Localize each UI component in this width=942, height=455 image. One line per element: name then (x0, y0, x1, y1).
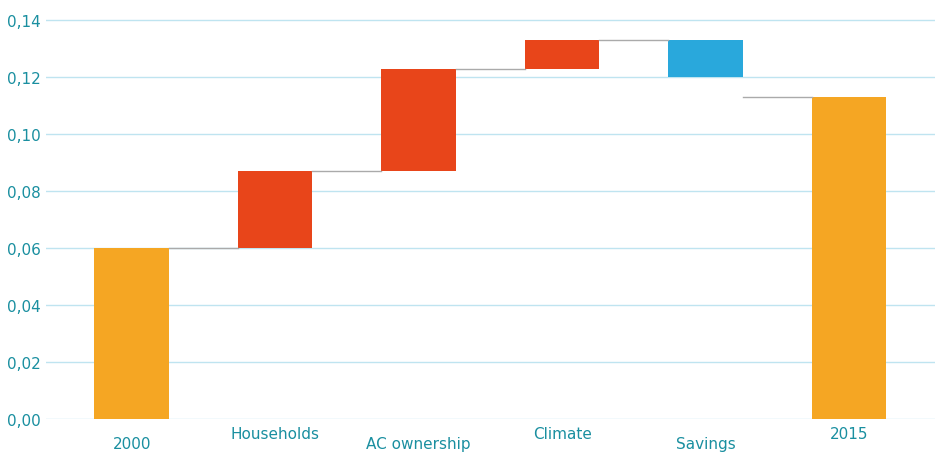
Bar (94, 248, 169, 419)
Bar (668, 41, 743, 78)
Text: AC ownership: AC ownership (366, 435, 471, 450)
Bar (382, 70, 456, 172)
Text: 2015: 2015 (830, 426, 869, 441)
Text: Climate: Climate (532, 426, 592, 441)
Text: 2000: 2000 (112, 435, 151, 450)
Text: Households: Households (231, 426, 319, 441)
Bar (238, 172, 313, 248)
Text: Savings: Savings (675, 435, 736, 450)
Bar (812, 98, 886, 419)
Bar (525, 41, 599, 70)
